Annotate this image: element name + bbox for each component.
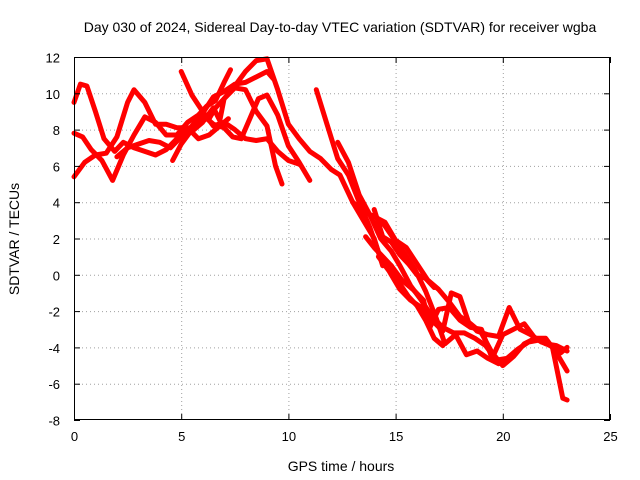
series-line-track-10 [335,139,570,363]
y-tick-label: 0 [53,268,60,283]
y-tick-label: 4 [53,196,60,211]
series-line-track-8 [178,69,302,167]
series-line-track-14 [363,234,446,349]
x-tick-label: 0 [71,429,78,444]
x-tick-label: 10 [282,429,296,444]
y-tick-label: 2 [53,232,60,247]
x-tick-label: 5 [178,429,185,444]
y-tick-label: -6 [48,377,60,392]
series-line-track-3 [71,87,231,180]
series-line-track-13 [371,212,510,367]
y-tick-label: -8 [48,414,60,429]
y-axis-title: SDTVAR / TECUs [6,183,22,295]
x-tick-label: 15 [389,429,403,444]
series-line-track-15 [371,207,437,290]
y-tick-label: 12 [46,51,60,66]
series-line-track-6 [191,56,386,269]
series-line-track-5 [170,85,285,187]
x-tick-label: 25 [603,429,617,444]
y-tick-label: 8 [53,123,60,138]
series-line-track-1 [71,81,188,158]
series-line-track-9 [313,87,570,361]
chart-title: Day 030 of 2024, Sidereal Day-to-day VTE… [84,19,597,35]
grid-lines [74,57,610,420]
x-tick-label: 20 [496,429,510,444]
series-group [71,56,570,403]
y-tick-label: -2 [48,305,60,320]
y-tick-label: -4 [48,341,60,356]
y-tick-label: 6 [53,159,60,174]
x-axis-title: GPS time / hours [288,458,395,474]
axis-ticks [74,57,611,421]
y-tick-label: 10 [46,87,60,102]
